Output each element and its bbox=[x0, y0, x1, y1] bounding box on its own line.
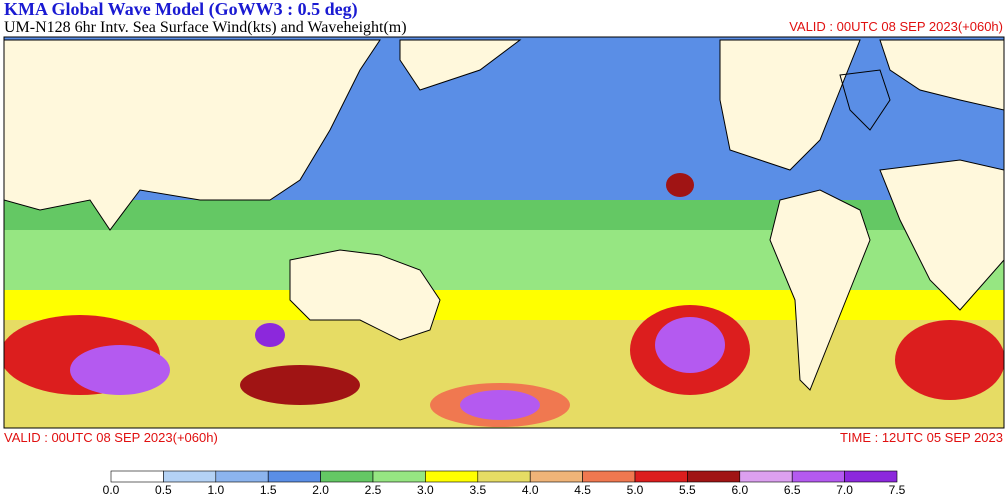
storm bbox=[895, 320, 1004, 400]
storm bbox=[666, 173, 694, 197]
colorbar-label: 1.0 bbox=[207, 483, 224, 496]
colorbar-label: 3.5 bbox=[469, 483, 486, 496]
colorbar-swatch bbox=[425, 470, 479, 483]
colorbar-label: 7.5 bbox=[889, 483, 906, 496]
valid-time: VALID : 00UTC 08 SEP 2023(+060h) bbox=[789, 19, 1003, 34]
colorbar-swatch bbox=[687, 470, 741, 483]
colorbar-label: 5.5 bbox=[679, 483, 696, 496]
storm bbox=[655, 317, 725, 373]
colorbar-label: 3.0 bbox=[417, 483, 434, 496]
colorbar-swatch bbox=[215, 470, 269, 483]
colorbar-swatch bbox=[739, 470, 793, 483]
subtitle: UM-N128 6hr Intv. Sea Surface Wind(kts) … bbox=[4, 19, 407, 36]
colorbar-label: 1.5 bbox=[260, 483, 277, 496]
issue-time: TIME : 12UTC 05 SEP 2023 bbox=[840, 430, 1003, 445]
map-frame bbox=[3, 36, 1005, 429]
storm bbox=[460, 390, 540, 420]
colorbar-swatch bbox=[791, 470, 845, 483]
colorbar-swatch bbox=[582, 470, 636, 483]
storm bbox=[240, 365, 360, 405]
colorbar-label: 6.0 bbox=[731, 483, 748, 496]
colorbar-swatch bbox=[634, 470, 688, 483]
map bbox=[4, 37, 1004, 428]
colorbar-label: 4.0 bbox=[522, 483, 539, 496]
colorbar-label: 2.0 bbox=[312, 483, 329, 496]
colorbar-swatch bbox=[320, 470, 374, 483]
colorbar-swatch bbox=[477, 470, 531, 483]
land bbox=[4, 39, 1004, 391]
colorbar-label: 2.5 bbox=[365, 483, 382, 496]
colorbar-label: 0.0 bbox=[103, 483, 120, 496]
colorbar-swatch bbox=[844, 470, 898, 483]
storm bbox=[70, 345, 170, 395]
colorbar-label: 5.0 bbox=[627, 483, 644, 496]
colorbar-label: 6.5 bbox=[784, 483, 801, 496]
colorbar-swatch bbox=[163, 470, 217, 483]
title: KMA Global Wave Model (GoWW3 : 0.5 deg) bbox=[4, 0, 358, 20]
colorbar-label: 4.5 bbox=[574, 483, 591, 496]
colorbar-label: 7.0 bbox=[836, 483, 853, 496]
valid-time-footer: VALID : 00UTC 08 SEP 2023(+060h) bbox=[4, 430, 218, 445]
colorbar: 0.0 0.5 1.0 1.5 2.0 2.5 3.0 3.5 4.0 4.5 5.0 5.5 6.0 6… bbox=[103, 470, 906, 496]
storm bbox=[255, 323, 285, 347]
colorbar-swatch bbox=[267, 470, 321, 483]
colorbar-swatch bbox=[529, 470, 583, 483]
colorbar-swatch bbox=[110, 470, 164, 483]
colorbar-label: 0.5 bbox=[155, 483, 172, 496]
colorbar-swatch bbox=[372, 470, 426, 483]
